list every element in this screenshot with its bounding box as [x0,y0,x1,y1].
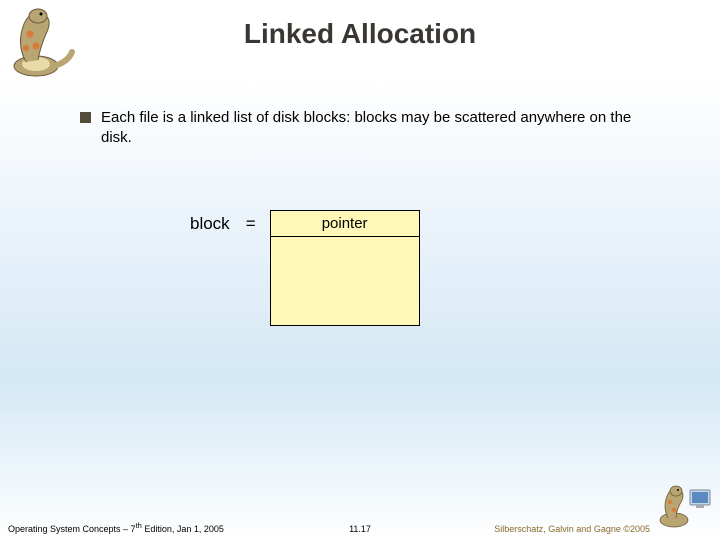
dinosaur-logo-bottom-right [656,482,714,530]
bullet-text: Each file is a linked list of disk block… [101,108,660,149]
bullet-item: Each file is a linked list of disk block… [80,108,660,149]
footer-left: Operating System Concepts – 7th Edition,… [8,521,224,534]
block-label: block [190,214,230,234]
slide-title: Linked Allocation [0,18,720,50]
square-bullet-icon [80,112,91,123]
footer-left-prefix: Operating System Concepts – 7 [8,524,136,534]
footer-center: 11.17 [349,524,371,534]
footer-left-suffix: Edition, Jan 1, 2005 [142,524,224,534]
footer-right: Silberschatz, Galvin and Gagne ©2005 [494,524,650,534]
equals-sign: = [246,214,256,234]
content-area: Each file is a linked list of disk block… [80,108,660,149]
block-diagram: block = pointer [190,210,420,326]
pointer-cell: pointer [271,211,419,237]
block-box: pointer [270,210,420,326]
